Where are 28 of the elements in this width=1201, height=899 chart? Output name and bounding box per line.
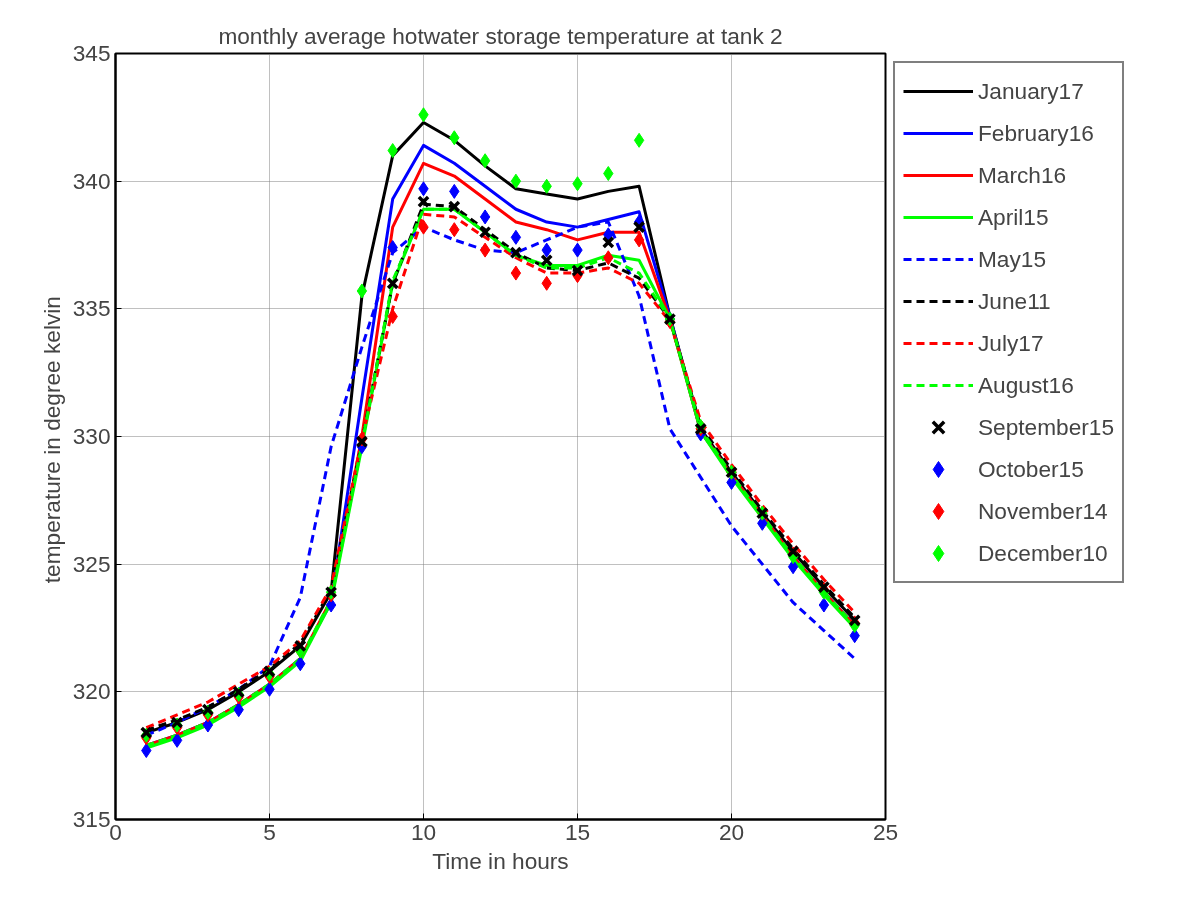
y-tick-label: 335 — [72, 295, 111, 322]
legend-label: June11 — [978, 286, 1051, 316]
x-tick-label: 20 — [718, 818, 745, 845]
y-tick-label: 330 — [72, 423, 111, 449]
y-tick-label: 345 — [72, 40, 111, 66]
legend-label: February16 — [978, 118, 1094, 148]
legend-label: March16 — [978, 160, 1067, 190]
x-tick-label: 0 — [109, 818, 122, 845]
legend-label: August16 — [978, 370, 1074, 400]
y-tick-label: 315 — [72, 806, 111, 832]
y-tick-label: 325 — [72, 550, 111, 577]
x-tick-label: 25 — [872, 818, 899, 845]
legend-label: December10 — [978, 538, 1108, 568]
legend-label: September15 — [978, 412, 1115, 442]
x-tick-label: 5 — [263, 818, 276, 845]
x-tick-label: 10 — [410, 818, 437, 845]
x-axis-title: Time in hours — [432, 847, 569, 874]
x-tick-label: 15 — [564, 818, 591, 845]
legend-label: July17 — [978, 328, 1044, 358]
legend-label: October15 — [978, 454, 1084, 484]
legend-label: November14 — [978, 496, 1108, 526]
legend-label: April15 — [978, 202, 1049, 232]
chart-title: monthly average hotwater storage temperature at tank 2 — [218, 22, 783, 49]
y-tick-label: 340 — [72, 167, 111, 194]
y-axis-title: temperature in degree kelvin — [38, 296, 65, 584]
legend-label: January17 — [978, 76, 1084, 106]
y-tick-label: 320 — [72, 678, 111, 705]
legend-label: May15 — [978, 244, 1047, 274]
